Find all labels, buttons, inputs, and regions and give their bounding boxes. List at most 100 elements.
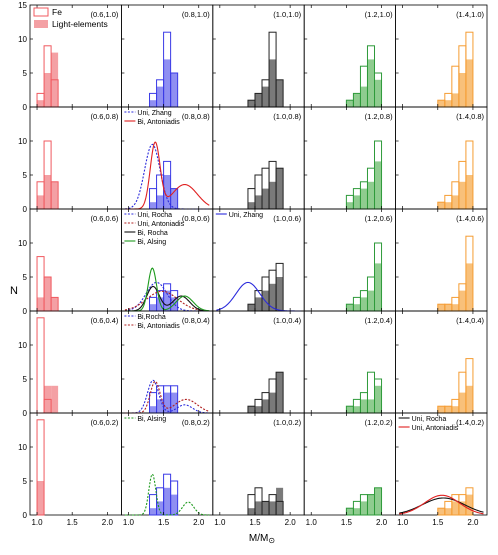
light-bar — [37, 100, 45, 107]
panel-frame — [212, 4, 305, 108]
light-bar — [254, 406, 263, 413]
x-tick-label: 1.0 — [306, 518, 318, 527]
light-bar — [374, 161, 382, 209]
light-bar — [374, 263, 382, 311]
panel-2: (1.0,1.0) — [212, 4, 305, 108]
light-bar — [458, 290, 466, 311]
light-bar — [37, 481, 45, 515]
light-bar — [451, 93, 459, 107]
panel-1: (0.8,1.0) — [121, 4, 214, 108]
panel-label: (0.8,0.2) — [182, 418, 210, 427]
panel-frame — [212, 310, 305, 414]
light-bar — [37, 297, 45, 311]
light-bar — [163, 290, 171, 311]
light-bar — [374, 79, 382, 107]
light-bar — [444, 202, 452, 209]
panel-4: (1.4,1.0) — [395, 4, 488, 108]
y-tick-label: 15 — [18, 1, 27, 10]
fe-bar — [275, 500, 284, 516]
x-tick-label: 1.5 — [341, 518, 353, 527]
panel-21: Bi, Alsing (0.8,0.2) 1.0 1.5 2.0 — [121, 412, 214, 527]
fit-legend-label: Uni, Rocha — [412, 416, 447, 423]
light-bar — [44, 175, 52, 209]
panel-9: (1.4,0.8) — [395, 106, 488, 210]
panel-label: (1.0,1.0) — [273, 10, 301, 19]
panel-7: (1.0,0.8) — [212, 106, 305, 210]
light-bar — [374, 487, 382, 515]
panel-label: (0.8,1.0) — [182, 10, 210, 19]
light-bar — [346, 100, 354, 107]
panel-frame — [212, 106, 305, 210]
light-bar — [156, 86, 164, 107]
fit-legend-label: Bi, Alsing — [137, 416, 166, 423]
light-bar — [346, 508, 354, 515]
x-tick-label: 1.5 — [67, 518, 79, 527]
light-bar — [353, 195, 361, 209]
panel-label: (1.4,0.4) — [456, 316, 484, 325]
panel-18: (1.2,0.4) — [303, 310, 397, 414]
panel-label: (0.8,0.4) — [182, 316, 210, 325]
y-tick-label: 10 — [18, 341, 27, 350]
panel-14: (1.4,0.6) — [395, 208, 488, 312]
x-axis-label: M/M⊙ — [249, 533, 275, 545]
light-bar — [254, 93, 263, 107]
light-bar — [247, 406, 255, 413]
fe-legend-label: Fe — [52, 7, 62, 17]
light-bar — [465, 263, 473, 311]
light-bar — [458, 181, 466, 209]
panel-label: (1.2,1.0) — [365, 10, 393, 19]
panel-label: (1.2,0.4) — [365, 316, 393, 325]
light-bar — [149, 100, 157, 107]
fit-legend-label: Bi,Rocha — [137, 314, 166, 321]
panel-23: (1.2,0.2) 1.0 1.5 2.0 — [303, 412, 397, 527]
panel-label: (1.2,0.6) — [365, 214, 393, 223]
panel-label: (1.4,1.0) — [456, 10, 484, 19]
x-tick-label: 1.5 — [158, 518, 170, 527]
light-bar — [367, 290, 375, 311]
panel-frame — [212, 208, 305, 312]
panel-label: (1.4,0.2) — [456, 418, 484, 427]
light-bar — [163, 392, 171, 413]
fit-legend-label: Uni, Zhang — [137, 110, 171, 117]
panel-label: (1.2,0.8) — [365, 112, 393, 121]
light-bar — [444, 304, 452, 311]
light-bar — [269, 59, 277, 107]
light-bar — [444, 406, 452, 413]
panel-label: (1.2,0.2) — [365, 418, 393, 427]
panel-10: (0.6,0.6) 0 5 10 — [18, 208, 122, 316]
light-bar — [156, 501, 164, 515]
light-bar — [360, 297, 368, 311]
light-bar — [51, 385, 59, 413]
fit-legend-label: Bi, Rocha — [137, 230, 167, 237]
light-bar — [346, 406, 354, 413]
light-bar — [451, 406, 459, 413]
panel-label: (1.4,0.8) — [456, 112, 484, 121]
x-tick-label: 2.0 — [102, 518, 114, 527]
panel-label: (0.6,0.4) — [90, 316, 118, 325]
x-tick-label: 2.0 — [193, 518, 205, 527]
panel-label: (1.0,0.6) — [273, 214, 301, 223]
fit-legend-label: Bi, Antoniadis — [137, 323, 180, 330]
panel-17: (1.0,0.4) — [212, 310, 305, 414]
light-bar — [170, 188, 178, 209]
fit-curve — [399, 497, 484, 514]
fit-legend-label: Uni, Rocha — [137, 212, 172, 219]
fit-curve — [124, 290, 210, 312]
x-tick-label: 1.0 — [31, 518, 43, 527]
light-bar — [149, 406, 157, 413]
light-bar — [51, 297, 59, 311]
y-tick-label: 5 — [23, 171, 28, 180]
y-tick-label: 0 — [23, 205, 28, 214]
panel-label: (0.8,0.8) — [182, 112, 210, 121]
y-tick-label: 0 — [23, 511, 28, 520]
light-bar — [262, 86, 270, 107]
light-bar — [465, 385, 473, 413]
light-bar — [170, 392, 178, 413]
y-axis-label: N — [10, 285, 18, 297]
x-tick-label: 1.0 — [123, 518, 135, 527]
panel-label: (0.6,0.2) — [90, 418, 118, 427]
panel-22: (1.0,0.2) 1.0 1.5 2.0 — [212, 412, 305, 527]
x-tick-label: 1.5 — [432, 518, 444, 527]
light-bar — [444, 100, 452, 107]
panel-12: Uni, Zhang (1.0,0.6) — [212, 208, 305, 312]
